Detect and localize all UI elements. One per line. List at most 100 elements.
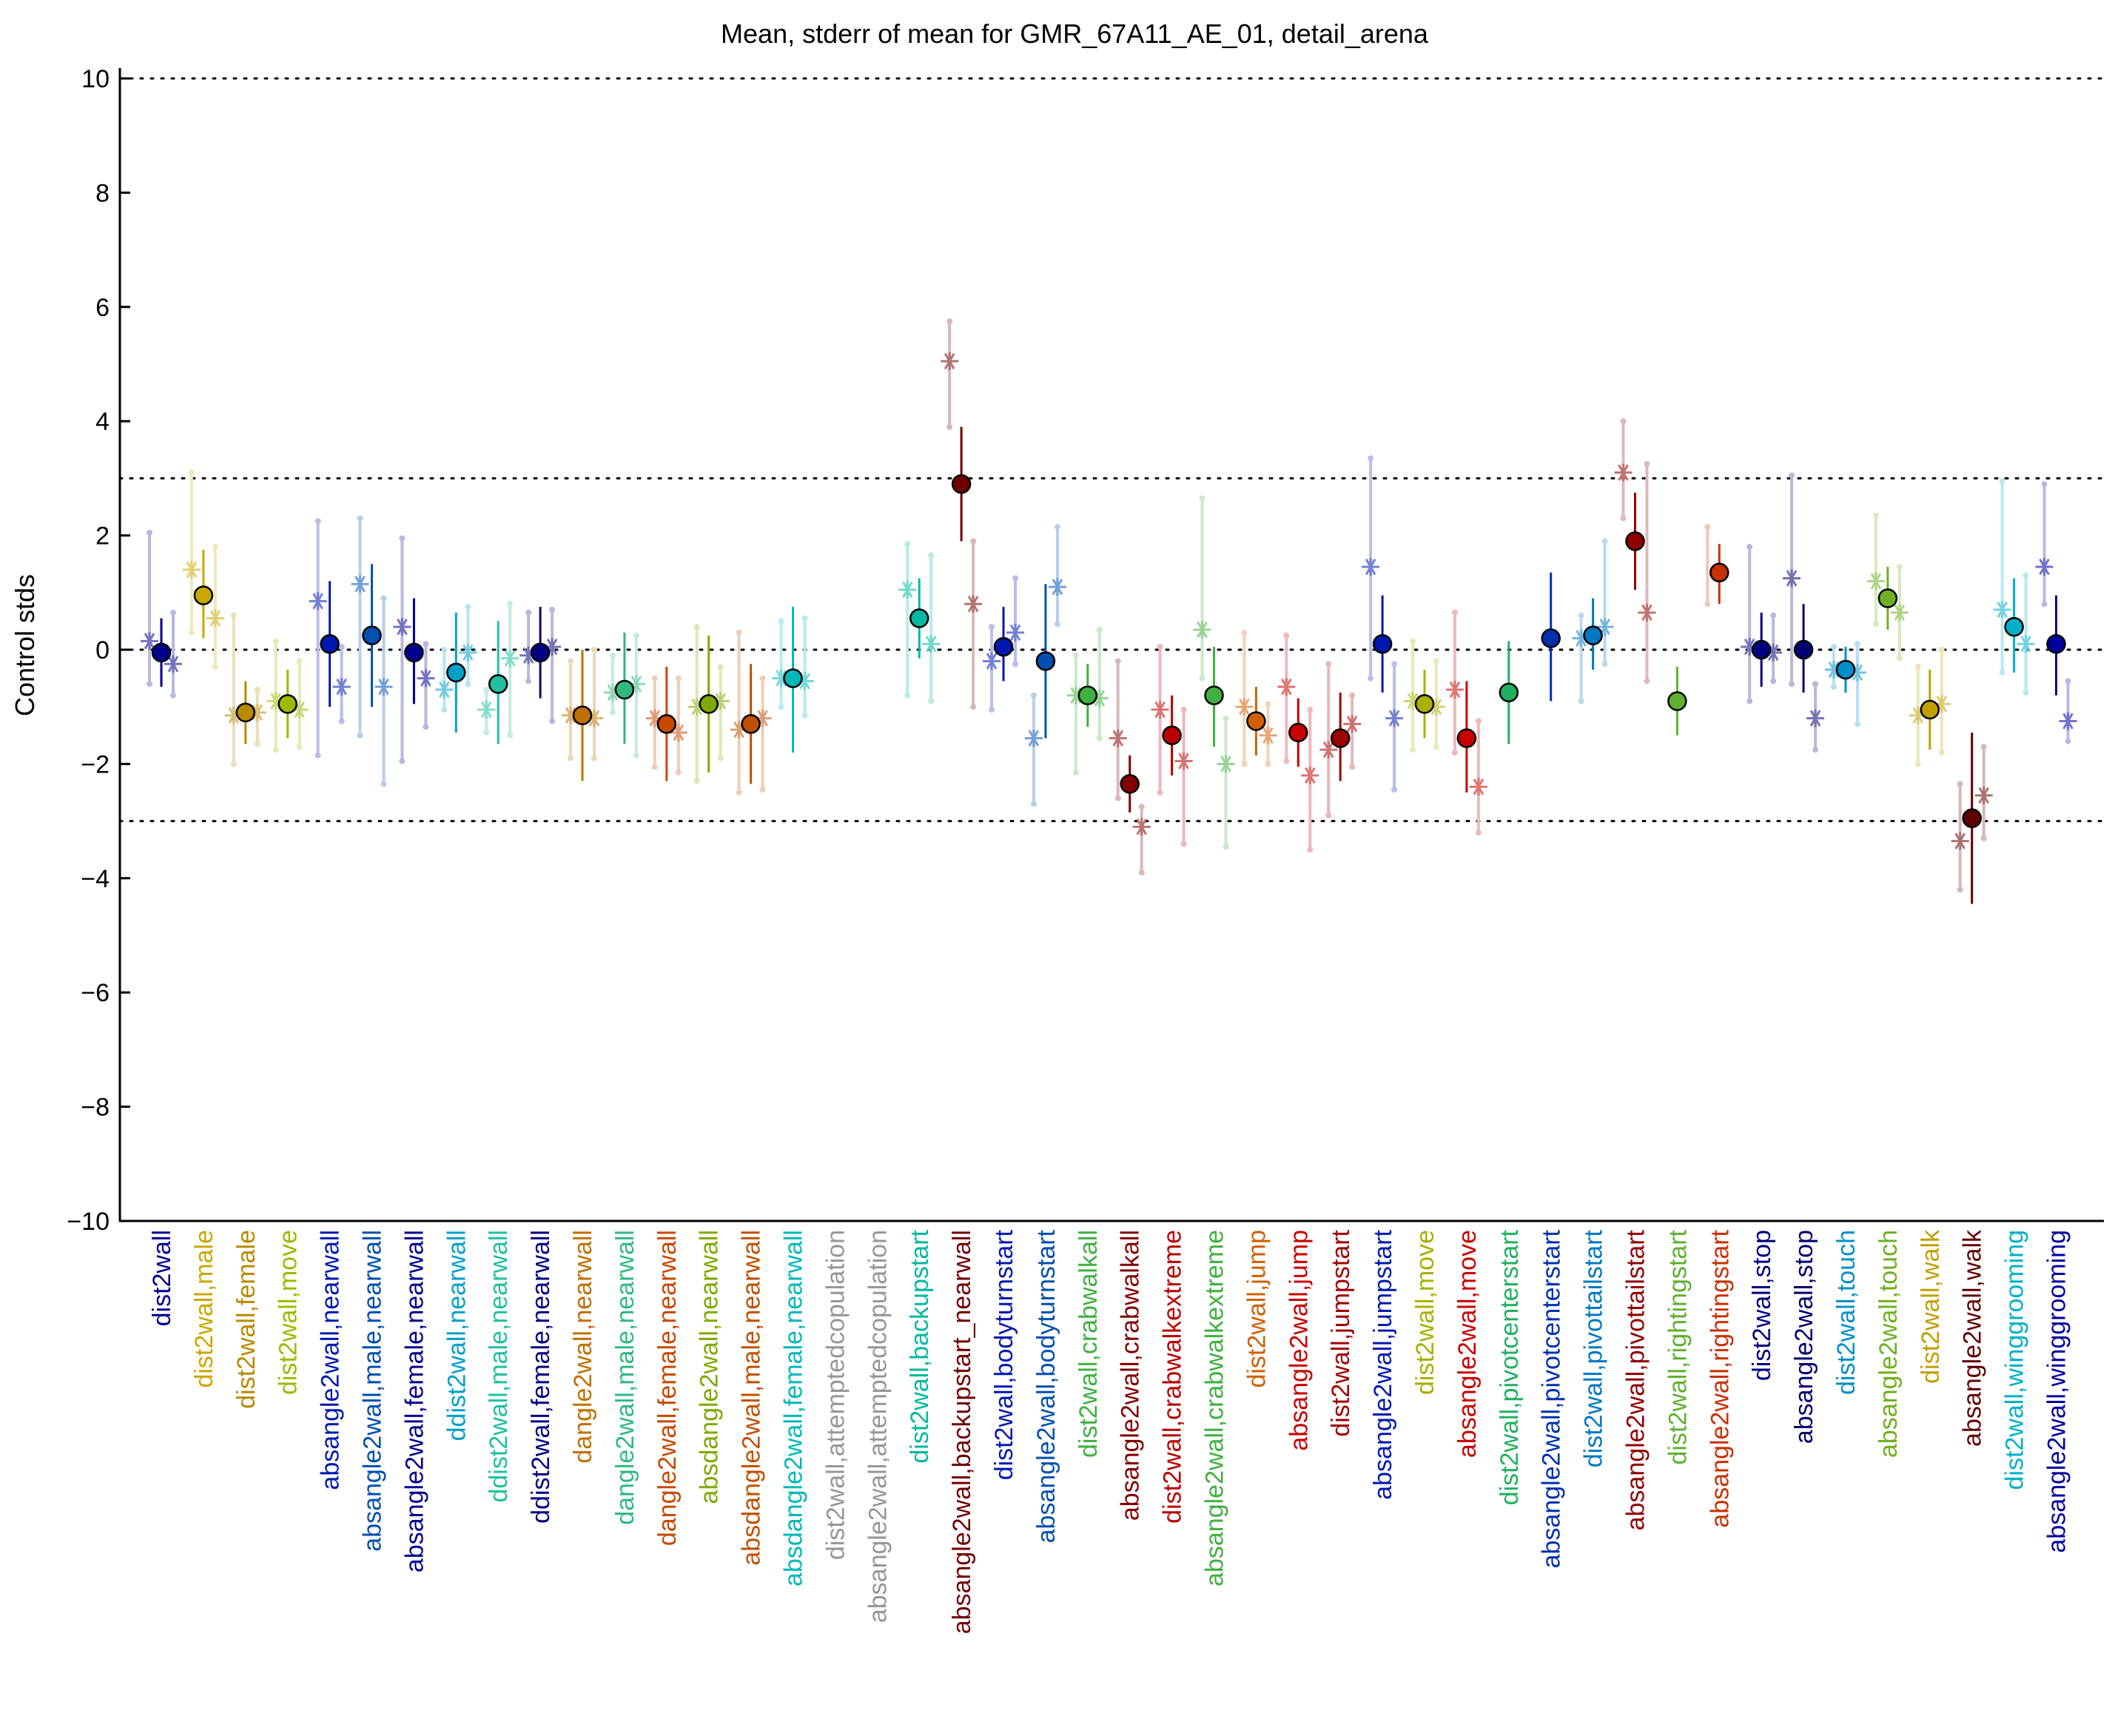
star-marker xyxy=(1362,558,1380,576)
category-group xyxy=(1783,472,1825,753)
category-group xyxy=(898,541,941,704)
sub-bar-end xyxy=(1072,769,1079,776)
sub-bar-end xyxy=(759,675,766,682)
sub-bar-end xyxy=(1030,692,1037,699)
x-tick-label: dist2wall,stop xyxy=(1748,1230,1776,1381)
sub-bar-end xyxy=(1999,478,2005,485)
sub-bar-end xyxy=(778,618,784,625)
sub-bar-end xyxy=(1855,641,1860,647)
sub-bar-end xyxy=(170,692,176,699)
sub-bar-end xyxy=(1410,747,1416,753)
sub-bar-end xyxy=(651,675,658,682)
x-tick-label: dist2wall,walk xyxy=(1917,1229,1945,1384)
sub-bar-end xyxy=(1999,669,2005,676)
x-tick-label: absangle2wall,male,nearwall xyxy=(359,1230,387,1552)
category-group xyxy=(1866,512,1909,662)
sub-bar-end xyxy=(507,732,514,739)
category-group xyxy=(1445,609,1487,836)
x-tick-label: dist2wall,jump xyxy=(1243,1230,1271,1388)
sub-bar-end xyxy=(928,552,935,559)
category-group xyxy=(1066,626,1109,776)
category-group xyxy=(983,575,1024,713)
sub-bar-end xyxy=(1157,790,1163,795)
mean-marker xyxy=(1583,625,1603,645)
series-layer xyxy=(141,318,2077,904)
mean-marker xyxy=(741,714,761,734)
sub-bar-end xyxy=(1054,524,1060,531)
category-group xyxy=(687,624,730,784)
y-axis-title: Control stds xyxy=(10,574,40,716)
x-tick-label: dist2wall,pivotcenterstart xyxy=(1496,1229,1524,1505)
star-marker xyxy=(393,618,411,636)
y-tick-label: 8 xyxy=(95,179,110,207)
sub-bar-end xyxy=(170,609,176,616)
x-tick-label: dist2wall,male xyxy=(190,1230,218,1388)
mean-marker xyxy=(1162,725,1182,746)
sub-bar-end xyxy=(507,601,514,608)
mean-marker xyxy=(320,634,340,654)
category-group xyxy=(1499,641,1519,744)
mean-marker xyxy=(1372,634,1393,654)
sub-bar-end xyxy=(1307,847,1314,853)
sub-bar-end xyxy=(1957,886,1963,893)
sub-bar-end xyxy=(970,704,977,710)
y-tick-label: −10 xyxy=(67,1208,110,1236)
category-group xyxy=(477,601,519,744)
category-group xyxy=(435,604,477,733)
sub-bar-end xyxy=(147,681,152,687)
sub-bar-end xyxy=(1391,661,1398,667)
category-group xyxy=(1109,658,1151,876)
category-group xyxy=(1572,538,1614,704)
sub-bar-end xyxy=(315,518,321,525)
sub-bar-end xyxy=(1938,647,1945,653)
mean-marker xyxy=(404,642,424,663)
sub-bar-end xyxy=(904,692,911,699)
star-marker xyxy=(964,595,983,613)
x-tick-label: dist2wall,move xyxy=(275,1230,303,1395)
sub-bar-end xyxy=(254,741,260,747)
sub-bar-end xyxy=(693,624,700,630)
x-tick-label: absangle2wall,pivottailstart xyxy=(1622,1229,1650,1530)
category-group xyxy=(141,529,182,699)
sub-bar-end xyxy=(1307,707,1314,713)
mean-marker xyxy=(783,668,803,688)
mean-marker xyxy=(1204,685,1224,706)
mean-marker xyxy=(1414,694,1435,714)
sub-bar-end xyxy=(717,664,724,670)
sub-bar-end xyxy=(549,718,556,724)
star-marker xyxy=(459,643,477,662)
y-tick-label: −8 xyxy=(81,1094,110,1122)
sub-bar-end xyxy=(465,604,471,610)
sub-bar-end xyxy=(212,544,218,551)
category-group xyxy=(1541,572,1561,702)
sub-bar-end xyxy=(1704,601,1711,608)
category-group xyxy=(1993,478,2035,696)
sub-bar-end xyxy=(272,638,279,645)
x-tick-label: absangle2wall,female,nearwall xyxy=(400,1230,428,1572)
sub-bar-end xyxy=(1283,758,1290,764)
sub-bar-end xyxy=(904,541,911,548)
sub-bar-end xyxy=(1980,744,1987,750)
x-tick-label: absangle2wall,walk xyxy=(1959,1229,1987,1447)
category-group xyxy=(1193,495,1235,850)
sub-bar-end xyxy=(212,664,218,670)
mean-marker xyxy=(1920,699,1940,720)
category-group xyxy=(1825,641,1866,727)
star-marker xyxy=(1132,818,1151,836)
sub-bar-end xyxy=(338,644,345,650)
star-marker xyxy=(1638,603,1656,622)
mean-marker xyxy=(1035,651,1056,671)
sub-bar-end xyxy=(399,535,406,542)
sub-bar-end xyxy=(736,790,742,795)
sub-bar-end xyxy=(1265,701,1271,707)
star-marker xyxy=(1006,623,1024,642)
sub-bar-end xyxy=(2041,601,2048,608)
x-tick-label: dist2wall,jumpstart xyxy=(1327,1229,1355,1436)
sub-bar-end xyxy=(1114,658,1121,665)
sub-bar-end xyxy=(1180,707,1187,713)
category-group xyxy=(1614,418,1656,684)
x-tick-label: dist2wall,bodyturnstart xyxy=(990,1229,1018,1480)
sub-bar-end xyxy=(1601,661,1608,667)
category-group xyxy=(1024,524,1066,807)
sub-bar-end xyxy=(1410,638,1416,645)
